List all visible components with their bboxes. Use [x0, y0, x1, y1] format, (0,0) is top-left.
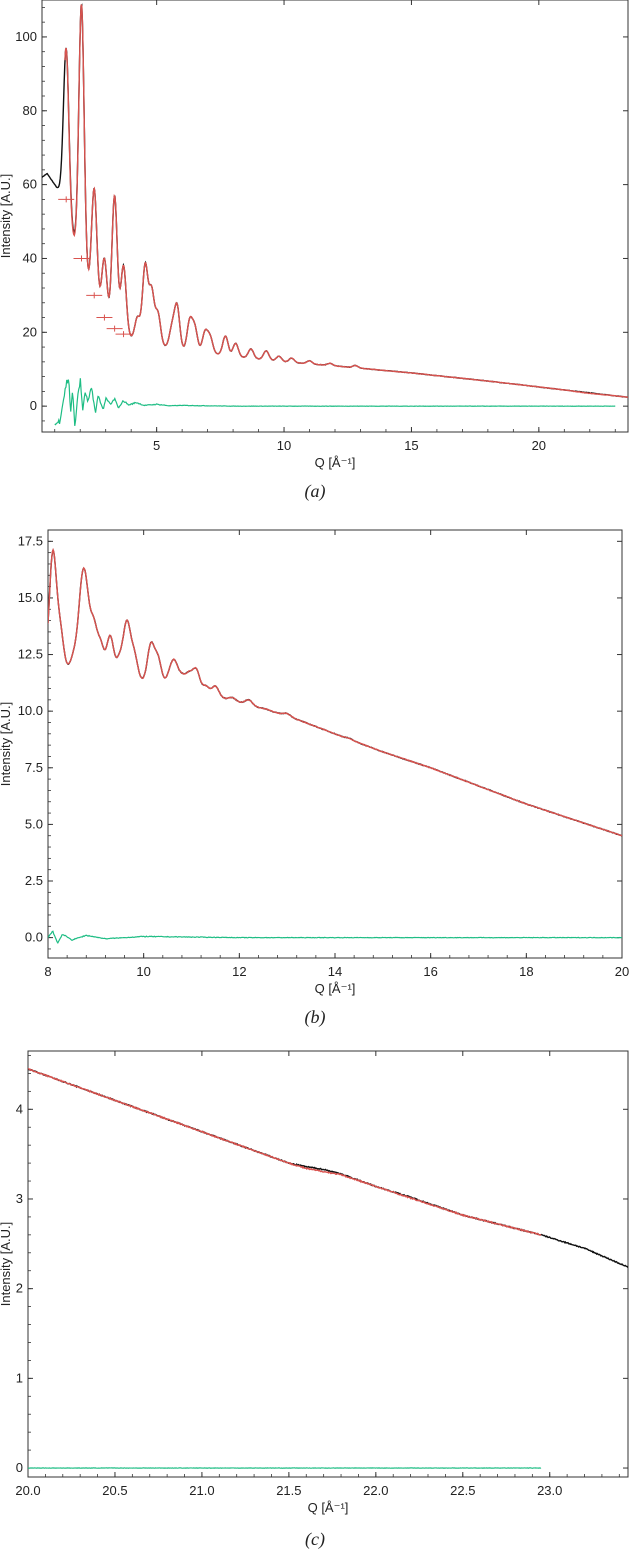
- x-tick-label: 18: [519, 964, 533, 979]
- x-tick-label: 14: [328, 964, 342, 979]
- panel-caption: (c): [305, 1529, 325, 1550]
- plot-area: [28, 1067, 628, 1469]
- x-axis-title: Q [Å⁻¹]: [308, 1500, 349, 1515]
- y-tick-label: 12.5: [18, 647, 43, 662]
- y-axis-title: Intensity [A.U.]: [0, 174, 13, 259]
- plot-frame: [47, 529, 623, 959]
- panel-b: 8 10 12 14 16 18 20 0.0 2.5 5.0 7.5 10.0 12.5 15.0 17.…: [0, 529, 629, 1028]
- y-tick-label: 7.5: [25, 760, 43, 775]
- y-tick-label: 5.0: [25, 816, 43, 831]
- x-axis-title: Q [Å⁻¹]: [315, 981, 356, 996]
- x-tick-label: 20.5: [102, 1483, 127, 1498]
- plot-frame: [41, 0, 629, 433]
- y-tick-label: 1: [16, 1370, 23, 1385]
- y-tick-label: 0: [16, 1460, 23, 1475]
- x-tick-label: 5: [153, 438, 160, 453]
- calculated-curve: [48, 547, 622, 837]
- y-tick-label: 17.5: [18, 533, 43, 548]
- y-tick-label: 60: [23, 177, 37, 192]
- panel-caption: (b): [305, 1007, 326, 1028]
- panel-c: 20.0 20.5 21.0 21.5 22.0 22.5 23.0 0 1 2 3 4 Q [Å⁻¹]…: [0, 1050, 629, 1550]
- x-axis-title: Q [Å⁻¹]: [315, 455, 356, 470]
- x-tick-label: 15: [404, 438, 418, 453]
- observed-curve: [42, 3, 628, 398]
- panel-caption: (a): [305, 481, 326, 502]
- y-tick-label: 100: [15, 29, 37, 44]
- x-tick-label: 10: [277, 438, 291, 453]
- x-tick-label: 8: [44, 964, 51, 979]
- difference-curve: [48, 930, 622, 944]
- y-tick-label: 2.5: [25, 873, 43, 888]
- y-tick-label: 80: [23, 103, 37, 118]
- calculated-curve: [64, 4, 628, 399]
- y-tick-label: 10.0: [18, 703, 43, 718]
- panel-a: 5 10 15 20 0 20 40 60 80 100 Q [Å⁻¹] Intensity [A.U…: [0, 0, 629, 502]
- y-axis-title: Intensity [A.U.]: [0, 1222, 13, 1307]
- x-tick-label: 20.0: [15, 1483, 40, 1498]
- plot-frame: [27, 1050, 629, 1478]
- y-tick-label: 15.0: [18, 590, 43, 605]
- y-tick-label: 2: [16, 1281, 23, 1296]
- y-tick-label: 0: [30, 398, 37, 413]
- x-tick-label: 22.0: [363, 1483, 388, 1498]
- x-tick-label: 20: [615, 964, 629, 979]
- observed-curve: [28, 1068, 628, 1269]
- y-tick-label: 40: [23, 250, 37, 265]
- plot-area: [48, 547, 622, 944]
- x-tick-label: 10: [136, 964, 150, 979]
- y-tick-label: 4: [16, 1101, 23, 1116]
- x-tick-label: 21.5: [276, 1483, 301, 1498]
- difference-curve: [54, 378, 616, 426]
- calculated-curve: [28, 1067, 542, 1236]
- x-tick-label: 21.0: [189, 1483, 214, 1498]
- plot-area: [42, 3, 628, 426]
- y-tick-label: 3: [16, 1191, 23, 1206]
- x-tick-label: 12: [232, 964, 246, 979]
- observed-curve: [48, 548, 622, 837]
- x-tick-label: 20: [532, 438, 546, 453]
- x-tick-label: 22.5: [450, 1483, 475, 1498]
- x-tick-label: 23.0: [537, 1483, 562, 1498]
- y-tick-label: 20: [23, 324, 37, 339]
- y-tick-label: 0.0: [25, 930, 43, 945]
- x-tick-label: 16: [423, 964, 437, 979]
- y-axis-title: Intensity [A.U.]: [0, 702, 13, 787]
